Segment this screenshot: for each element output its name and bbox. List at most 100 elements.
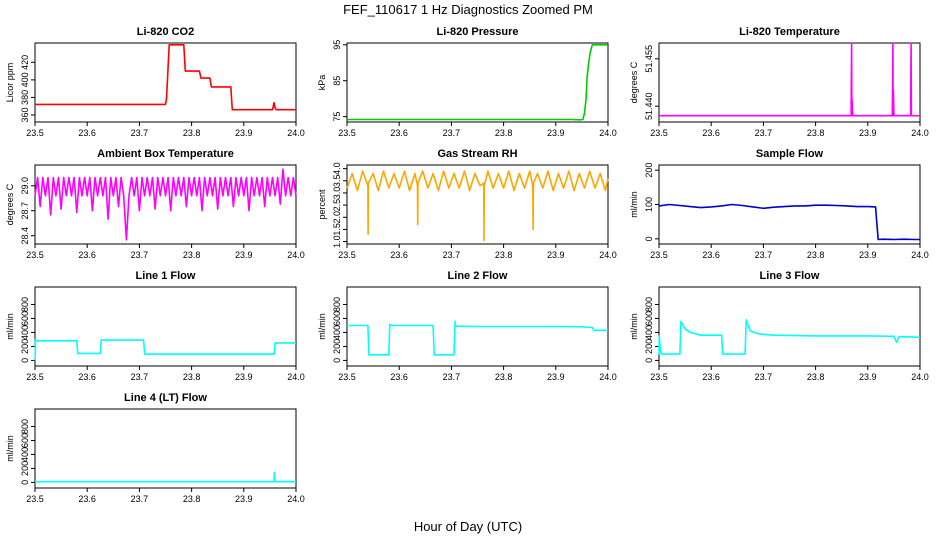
chart-title: Li-820 CO2 — [137, 26, 194, 38]
x-tick-label: 23.6 — [78, 372, 96, 382]
y-tick-label: 2.0 — [332, 211, 342, 224]
x-tick-label: 24.0 — [287, 494, 305, 504]
x-tick-label: 24.0 — [287, 128, 305, 138]
x-tick-label: 23.6 — [390, 128, 408, 138]
y-tick-label: 85 — [332, 76, 342, 86]
x-tick-label: 24.0 — [287, 250, 305, 260]
x-tick-label: 23.8 — [495, 128, 513, 138]
y-tick-label: 200 — [644, 339, 654, 354]
chart-panel: Line 4 (LT) Flow 23.5 23.6 23.7 23.8 23.9 24.0… — [5, 392, 305, 504]
y-tick-label: 800 — [332, 297, 342, 312]
y-tick-label: 600 — [20, 433, 30, 448]
x-tick-label: 23.8 — [183, 372, 201, 382]
y-axis-label: ml/min — [5, 435, 15, 462]
panel-grid: Li-820 CO2 23.5 23.6 23.7 23.8 23.9 24.0 360 380… — [5, 26, 929, 504]
x-tick-label: 23.6 — [702, 372, 720, 382]
x-tick-label: 23.8 — [183, 250, 201, 260]
y-tick-label: 0 — [644, 358, 654, 363]
x-tick-label: 23.7 — [755, 250, 773, 260]
x-tick-label: 23.7 — [443, 372, 461, 382]
x-tick-label: 23.7 — [755, 372, 773, 382]
x-tick-label: 23.9 — [547, 372, 565, 382]
x-tick-label: 23.9 — [547, 250, 565, 260]
x-tick-label: 23.5 — [26, 494, 44, 504]
chart-panel: Gas Stream RH 23.5 23.6 23.7 23.8 23.9 24.0 1.0… — [317, 148, 617, 260]
x-tick-label: 23.7 — [443, 128, 461, 138]
chart-panel: Li-820 CO2 23.5 23.6 23.7 23.8 23.9 24.0 360 380… — [5, 26, 305, 138]
x-tick-label: 23.5 — [26, 372, 44, 382]
y-tick-label: 1.0 — [332, 235, 342, 248]
plot-frame — [346, 286, 609, 367]
figure-title: FEF_110617 1 Hz Diagnostics Zoomed PM — [343, 2, 593, 17]
series-line — [659, 42, 920, 117]
y-tick-label: 4.0 — [332, 162, 342, 175]
y-tick-label: 0 — [20, 480, 30, 485]
y-axis-label: percent — [317, 189, 327, 220]
x-tick-label: 23.7 — [755, 128, 773, 138]
series-line — [658, 203, 920, 241]
y-axis-label: Licor ppm — [5, 63, 15, 103]
y-tick-label: 1.5 — [332, 223, 342, 236]
chart-title: Line 2 Flow — [448, 270, 508, 282]
plot-frame — [34, 286, 297, 367]
x-tick-label: 23.6 — [78, 128, 96, 138]
y-tick-label: 800 — [644, 297, 654, 312]
y-tick-label: 420 — [20, 55, 30, 70]
x-tick-label: 24.0 — [599, 372, 617, 382]
x-tick-label: 23.8 — [495, 372, 513, 382]
y-tick-label: 600 — [20, 311, 30, 326]
x-tick-label: 23.9 — [235, 372, 253, 382]
x-tick-label: 23.9 — [859, 250, 877, 260]
y-tick-label: 380 — [20, 90, 30, 105]
x-tick-label: 23.7 — [131, 250, 149, 260]
x-tick-label: 24.0 — [911, 372, 929, 382]
y-tick-label: 800 — [20, 419, 30, 434]
y-axis-label: ml/min — [5, 313, 15, 340]
x-tick-label: 23.8 — [183, 128, 201, 138]
chart-title: Line 1 Flow — [136, 270, 196, 282]
x-tick-label: 23.9 — [859, 372, 877, 382]
y-tick-label: 400 — [20, 447, 30, 462]
y-tick-label: 0 — [20, 358, 30, 363]
plot-frame — [658, 42, 921, 123]
series-line — [658, 319, 921, 355]
x-tick-label: 23.5 — [650, 372, 668, 382]
chart-title: Gas Stream RH — [437, 148, 517, 160]
y-tick-label: 28.4 — [20, 227, 30, 245]
chart-panel: Li-820 Temperature 23.5 23.6 23.7 23.8 23.9 24… — [629, 26, 929, 138]
y-tick-label: 95 — [332, 40, 342, 50]
y-axis-label: ml/min — [629, 191, 639, 218]
x-tick-label: 23.9 — [235, 494, 253, 504]
chart-title: Line 3 Flow — [760, 270, 820, 282]
chart-panel: Line 1 Flow 23.5 23.6 23.7 23.8 23.9 24.0 0 2004… — [5, 270, 305, 382]
x-tick-label: 23.8 — [807, 372, 825, 382]
y-tick-label: 800 — [20, 297, 30, 312]
plot-frame — [346, 164, 609, 245]
y-tick-label: 0 — [332, 358, 342, 363]
x-tick-label: 24.0 — [287, 372, 305, 382]
y-tick-label: 0 — [644, 236, 654, 241]
y-tick-label: 200 — [332, 339, 342, 354]
y-tick-label: 29.0 — [20, 177, 30, 195]
figure-x-axis-title: Hour of Day (UTC) — [414, 519, 522, 534]
chart-title: Sample Flow — [756, 148, 824, 160]
y-axis-label: degrees C — [629, 61, 639, 103]
x-tick-label: 23.5 — [338, 128, 356, 138]
plot-frame — [658, 286, 921, 367]
y-tick-label: 3.5 — [332, 175, 342, 188]
series-line — [347, 320, 608, 356]
series-line — [34, 168, 297, 241]
x-tick-label: 23.9 — [235, 250, 253, 260]
x-tick-label: 24.0 — [911, 128, 929, 138]
x-tick-label: 23.5 — [338, 372, 356, 382]
x-tick-label: 23.8 — [183, 494, 201, 504]
x-tick-label: 23.9 — [547, 128, 565, 138]
x-tick-label: 23.5 — [26, 128, 44, 138]
chart-panel: Li-820 Pressure 23.5 23.6 23.7 23.8 23.9 24.0 7… — [317, 26, 617, 138]
x-tick-label: 23.6 — [390, 250, 408, 260]
chart-title: Line 4 (LT) Flow — [124, 392, 207, 404]
series-line — [34, 338, 296, 361]
y-tick-label: 200 — [644, 163, 654, 178]
